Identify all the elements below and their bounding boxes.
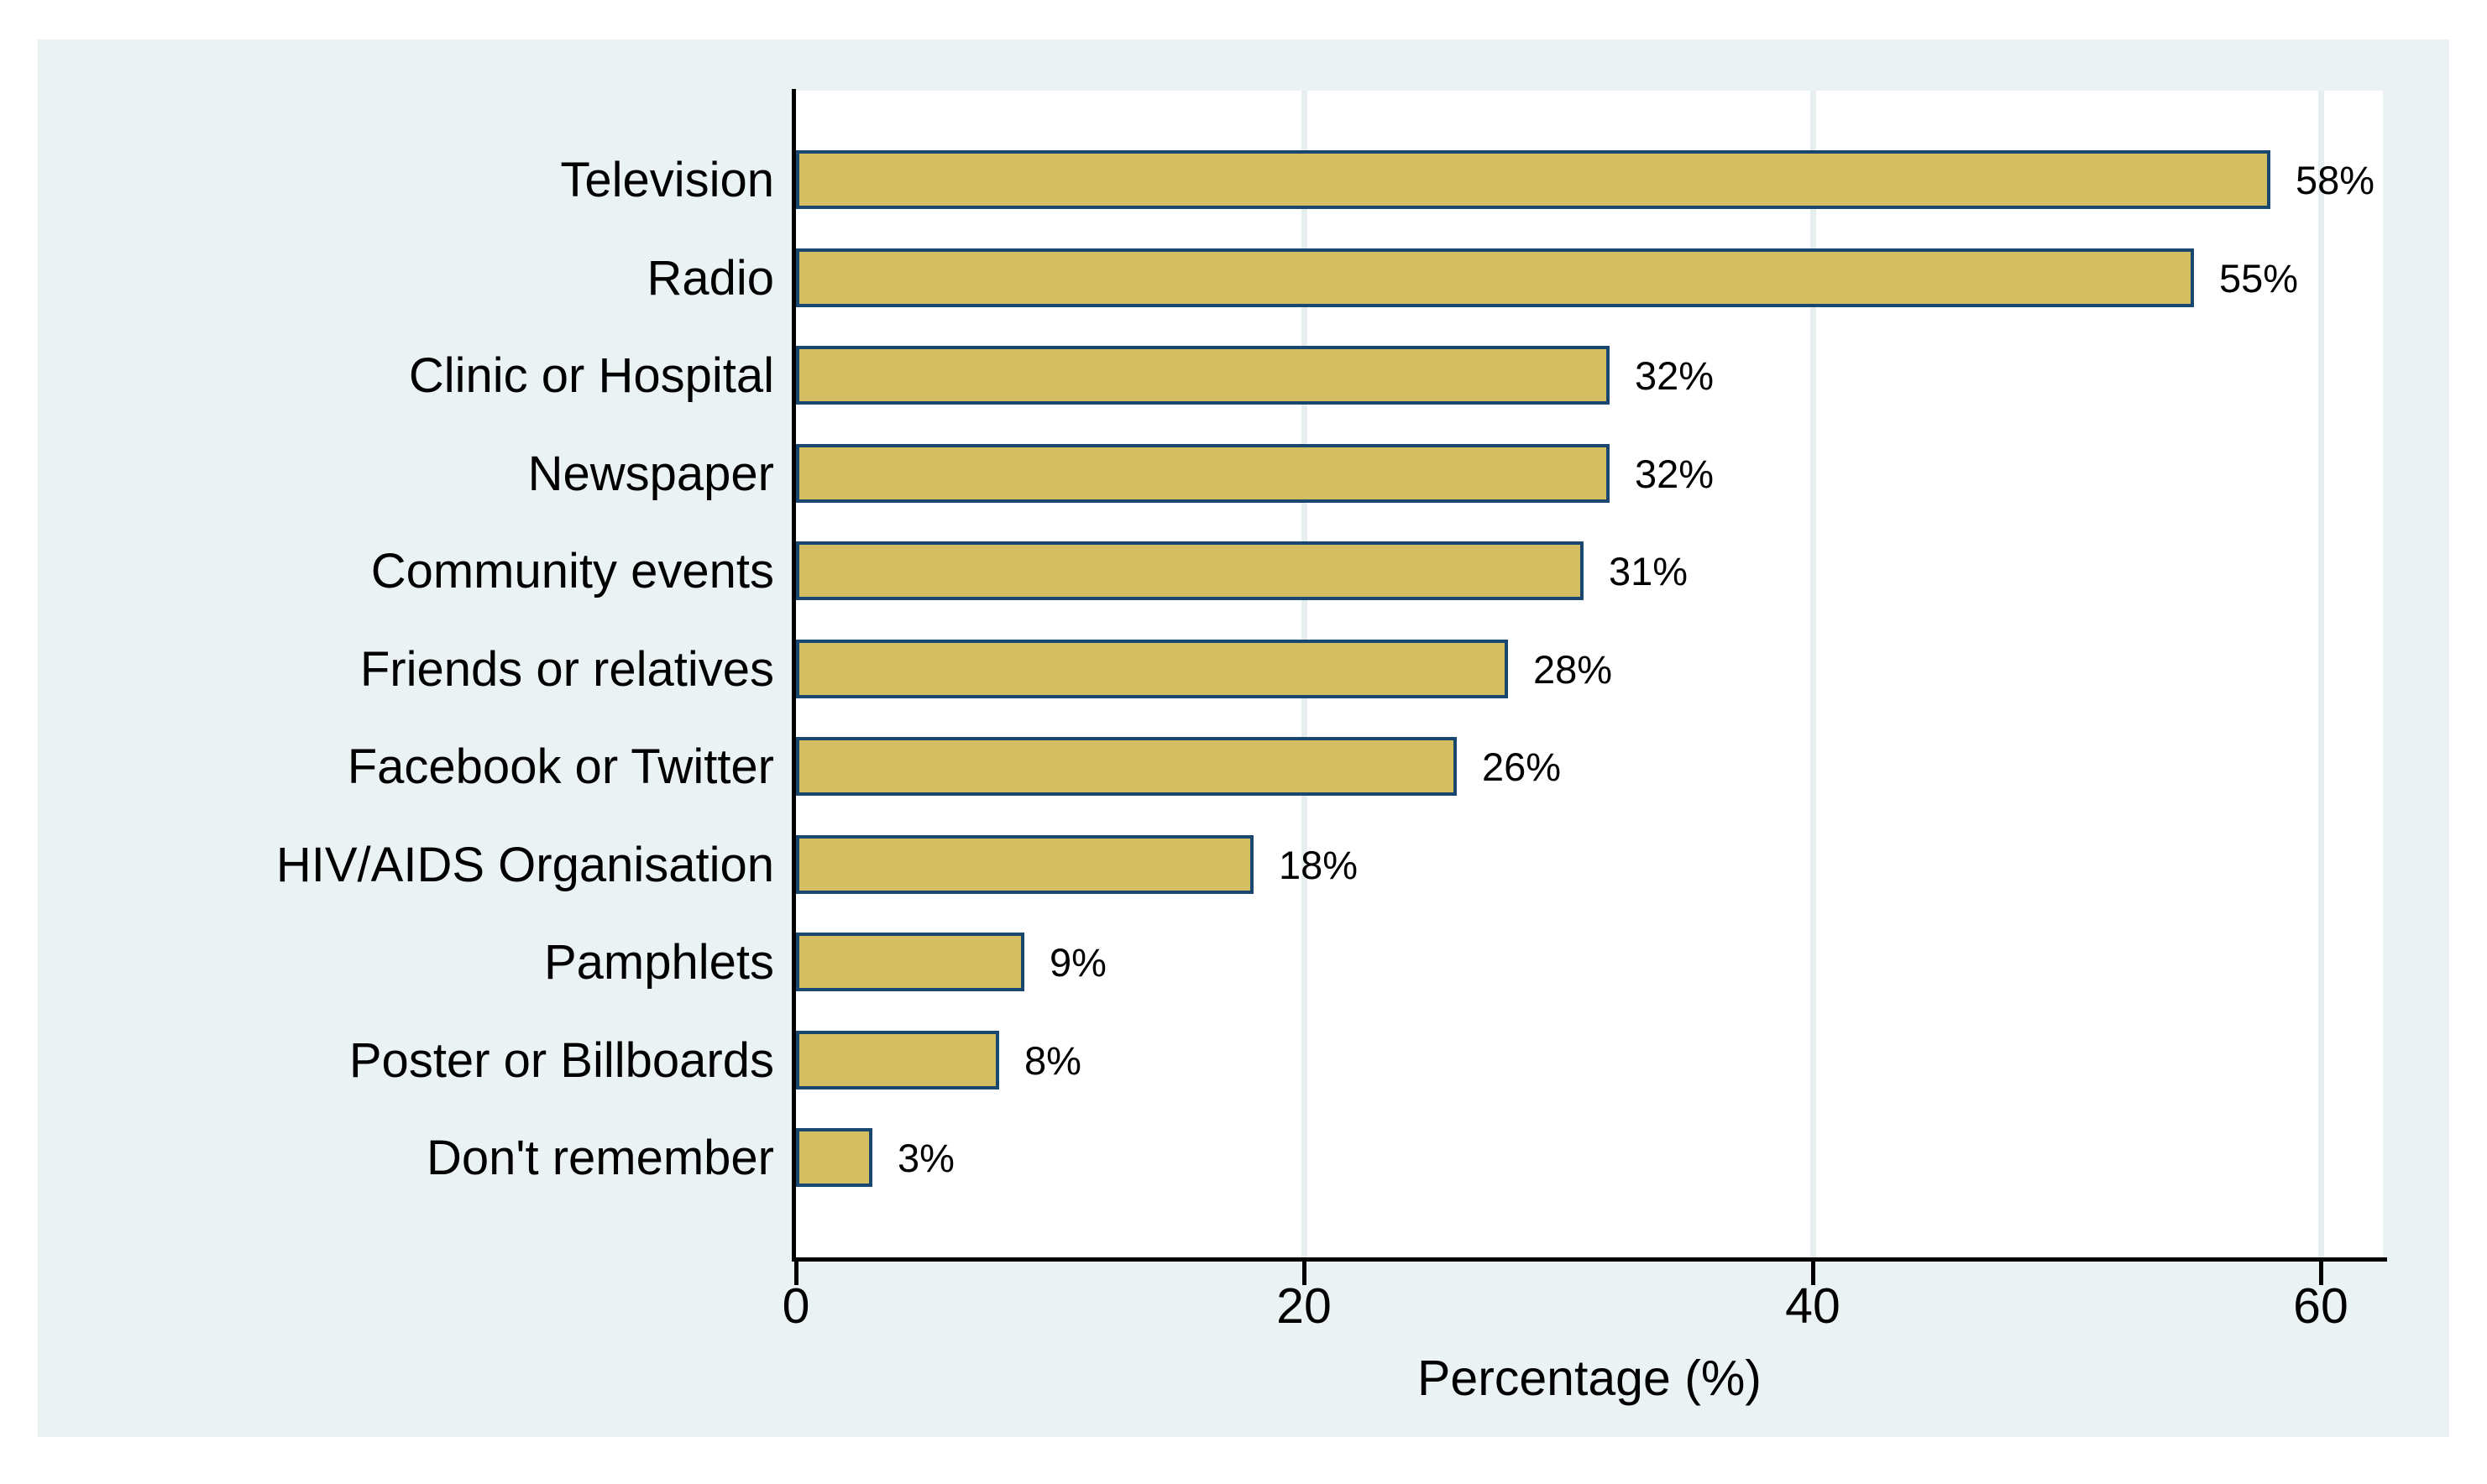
category-label: Clinic or Hospital — [408, 347, 774, 403]
gridline-x-40 — [1810, 91, 1816, 1259]
bar-clinic-or-hospital — [796, 346, 1610, 405]
x-axis-title: Percentage (%) — [1417, 1351, 1762, 1406]
x-tick-mark-20 — [1302, 1262, 1306, 1285]
bar-value-label: 55% — [2219, 255, 2299, 300]
x-axis-line — [792, 1257, 2387, 1262]
bar-facebook-or-twitter — [796, 737, 1457, 796]
x-tick-mark-40 — [1811, 1262, 1815, 1285]
bar-value-label: 3% — [898, 1135, 955, 1180]
category-label: Don't remember — [427, 1130, 774, 1185]
category-label: Pamphlets — [543, 934, 774, 990]
category-label: Poster or Billboards — [348, 1032, 774, 1088]
bar-television — [796, 150, 2270, 209]
bar-hiv-aids-organisation — [796, 835, 1254, 894]
bar-radio — [796, 248, 2194, 307]
bar-don-t-remember — [796, 1128, 872, 1187]
bar-pamphlets — [796, 933, 1024, 991]
gridline-x-60 — [2318, 91, 2324, 1259]
category-label: Newspaper — [527, 446, 774, 501]
category-label: Television — [560, 152, 774, 207]
bar-value-label: 26% — [1482, 744, 1562, 789]
bar-value-label: 32% — [1635, 353, 1715, 398]
x-tick-label-0: 0 — [782, 1278, 810, 1334]
category-label: Facebook or Twitter — [347, 739, 774, 794]
bar-value-label: 31% — [1609, 548, 1689, 593]
category-label: Radio — [647, 250, 774, 306]
bar-value-label: 18% — [1279, 842, 1359, 887]
bar-friends-or-relatives — [796, 640, 1508, 698]
category-label: Friends or relatives — [359, 641, 774, 697]
bar-community-events — [796, 541, 1584, 600]
category-label: Community events — [370, 543, 774, 598]
y-axis-line — [792, 89, 796, 1262]
bar-value-label: 58% — [2296, 157, 2375, 202]
category-label: HIV/AIDS Organisation — [275, 837, 774, 892]
bar-newspaper — [796, 444, 1610, 503]
x-tick-label-40: 40 — [1785, 1278, 1840, 1334]
x-tick-label-20: 20 — [1276, 1278, 1332, 1334]
bar-value-label: 9% — [1050, 939, 1107, 985]
bar-value-label: 32% — [1635, 451, 1715, 496]
x-tick-mark-60 — [2319, 1262, 2323, 1285]
x-tick-label-60: 60 — [2293, 1278, 2348, 1334]
bar-poster-or-billboards — [796, 1031, 999, 1089]
bar-value-label: 28% — [1533, 646, 1613, 692]
x-tick-mark-0 — [794, 1262, 798, 1285]
bar-value-label: 8% — [1024, 1037, 1081, 1083]
plot-area: 58% 55% 32% 32% 31% 28% 26% 18% 9% 8% 3% — [796, 91, 2383, 1259]
